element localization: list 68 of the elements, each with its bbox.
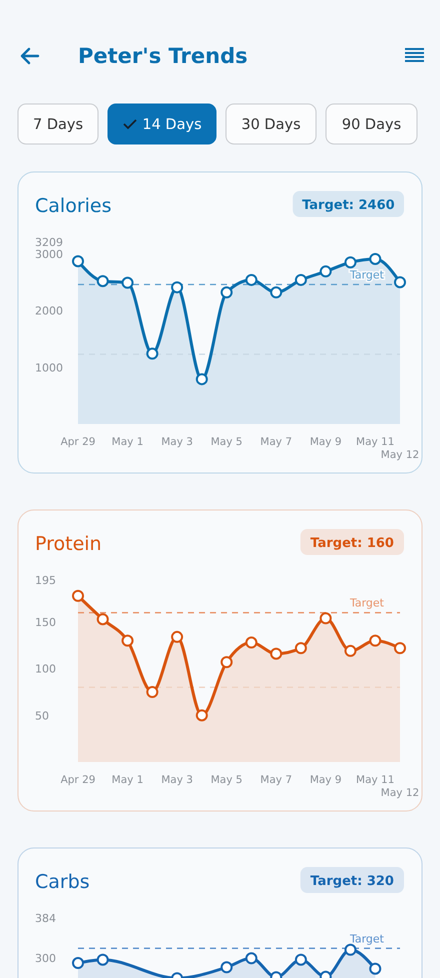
x-tick-label: May 11: [356, 436, 394, 448]
x-tick-label: May 3: [161, 774, 193, 786]
point: [196, 373, 208, 386]
point: [344, 644, 356, 657]
ref-line-label: Target: [348, 596, 385, 610]
text: Peter's Trends: [78, 44, 248, 68]
chart-title: Protein: [35, 533, 102, 555]
x-tick-label: Apr 29: [60, 774, 96, 786]
y-tick-label: 384: [35, 912, 56, 925]
x-tick-label: May 5: [210, 436, 242, 448]
text: 90 Days: [342, 117, 402, 133]
x-tick-label: May 9: [310, 436, 342, 448]
chart-title: Calories: [35, 195, 112, 217]
point: [320, 265, 332, 278]
y-tick-label: 1000: [35, 361, 63, 374]
y-tick-label: 2000: [35, 304, 63, 318]
point: [394, 642, 406, 654]
y-tick-label: 50: [35, 709, 49, 722]
point: [294, 274, 307, 286]
text: 30 Days: [241, 117, 301, 133]
x-tick-label: May 9: [310, 774, 342, 786]
y-tick-label: 100: [35, 662, 56, 676]
y-tick-label: 3209: [35, 236, 63, 249]
point: [171, 630, 184, 643]
point: [270, 648, 282, 660]
point: [270, 286, 282, 298]
x-tick-label: May 12: [380, 787, 420, 799]
chart-title: Carbs: [35, 871, 90, 893]
y-tick-label: 150: [35, 616, 56, 629]
ref-line-label: Target: [348, 932, 385, 946]
x-tick-label: May 5: [210, 774, 242, 786]
y-tick-label: 300: [35, 952, 56, 965]
text: 7 Days: [32, 117, 84, 133]
chart-subtitle: Target: 2460: [302, 198, 395, 213]
x-tick-label: May 1: [112, 436, 144, 448]
point: [320, 612, 332, 624]
point: [146, 348, 158, 360]
x-tick-label: May 11: [356, 774, 394, 786]
point: [369, 252, 382, 265]
point: [294, 642, 307, 654]
point: [369, 634, 382, 647]
point: [394, 276, 406, 288]
point: [146, 686, 158, 698]
point: [344, 256, 356, 268]
text: 14 Days: [142, 117, 202, 133]
point: [72, 590, 84, 602]
x-tick-label: May 7: [260, 774, 292, 786]
point: [245, 274, 258, 286]
y-tick-label: 195: [35, 574, 56, 587]
chart-subtitle: Target: 320: [310, 874, 394, 889]
point: [96, 613, 109, 626]
ref-line-label: Target: [348, 268, 385, 282]
point: [220, 286, 233, 298]
point: [72, 255, 84, 268]
point: [196, 709, 208, 722]
point: [96, 275, 109, 288]
x-tick-label: Apr 29: [60, 436, 96, 448]
x-tick-label: May 7: [260, 436, 292, 448]
x-tick-label: May 1: [112, 774, 144, 786]
point: [171, 281, 184, 294]
x-tick-label: May 3: [161, 436, 193, 448]
y-tick-label: 3000: [35, 248, 63, 261]
point: [122, 276, 134, 289]
point: [122, 634, 134, 647]
point: [220, 656, 233, 668]
point: [245, 636, 258, 649]
x-tick-label: May 12: [380, 449, 420, 461]
chart-subtitle: Target: 160: [310, 536, 394, 551]
